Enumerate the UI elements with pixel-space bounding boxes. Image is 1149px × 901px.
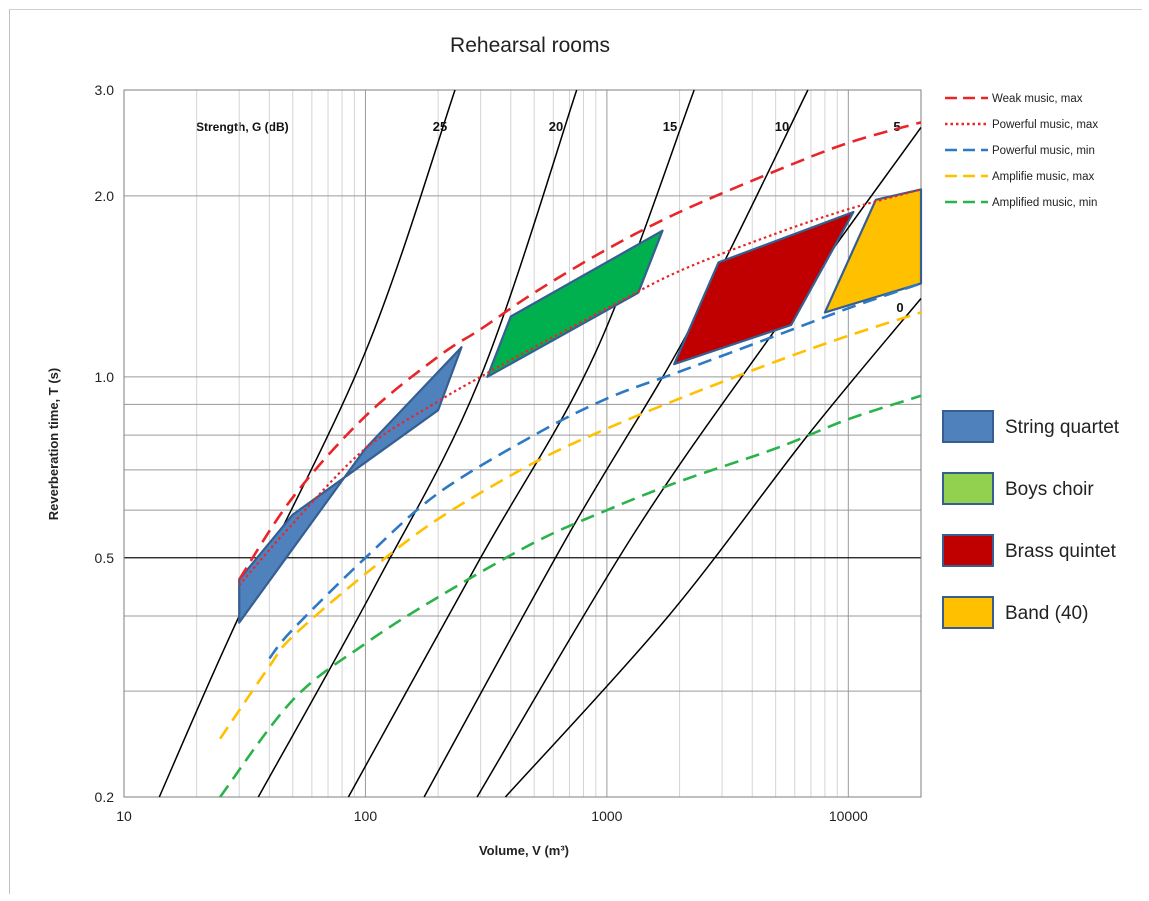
- series-amplifie-music-max: [219, 311, 922, 740]
- area-legend: String quartet Boys choir Brass quintet Ban…: [942, 410, 1120, 629]
- strength-label-20: 20: [549, 119, 563, 134]
- x-tick-label: 100: [354, 808, 378, 824]
- region-brass-quintet: [673, 210, 855, 366]
- strength-line-0: [504, 298, 922, 798]
- region-boys-choir: [486, 229, 664, 378]
- area-legend-label-brass-quintet: Brass quintet: [1005, 541, 1117, 562]
- legend-label-weak-music-max: Weak music, max: [992, 93, 1083, 105]
- series-layer: [219, 121, 922, 798]
- legend-label-amplifie-music-max: Amplifie music, max: [992, 171, 1094, 183]
- legend: Weak music, max Powerful music, max Powerf…: [945, 93, 1098, 209]
- area-legend-swatch-string-quartet: [942, 410, 994, 443]
- x-axis-label: Volume, V (m³): [479, 843, 569, 858]
- strength-label-10: 10: [775, 119, 789, 134]
- chart-title: Rehearsal rooms: [450, 34, 610, 57]
- strength-line-20: [257, 89, 578, 798]
- x-tick-label: 10: [116, 808, 132, 824]
- area-legend-label-string-quartet: String quartet: [1005, 417, 1120, 438]
- regions-layer: [238, 188, 923, 624]
- legend-label-powerful-music-min: Powerful music, min: [992, 145, 1095, 157]
- legend-label-amplified-music-min: Amplified music, min: [992, 197, 1097, 209]
- strength-label-15: 15: [663, 119, 677, 134]
- y-tick-label: 2.0: [95, 188, 115, 204]
- strength-title: Strength, G (dB): [196, 120, 289, 134]
- area-legend-swatch-brass-quintet: [942, 534, 994, 567]
- series-weak-music-max: [238, 121, 922, 581]
- region-string-quartet: [238, 346, 463, 624]
- y-tick-label: 1.0: [95, 369, 115, 385]
- series-powerful-music-max: [238, 188, 922, 587]
- strength-line-15: [347, 89, 695, 798]
- grid-layer: [123, 89, 922, 798]
- area-legend-swatch-boys-choir: [942, 472, 994, 505]
- strength-lines-layer: 25 20 15 10 5 0: [158, 89, 922, 798]
- strength-label-5: 5: [893, 119, 900, 134]
- strength-line-5: [476, 126, 922, 798]
- strength-line-10: [423, 89, 809, 798]
- y-axis-label: Reverberation time, T (s): [46, 368, 61, 520]
- area-legend-label-band-40: Band (40): [1005, 603, 1088, 624]
- legend-label-powerful-music-max: Powerful music, max: [992, 119, 1098, 131]
- area-legend-swatch-band-40: [942, 596, 994, 629]
- plot-area-border: [123, 89, 922, 798]
- tick-labels-layer: 10 100 1000 10000 0.2 0.5 1.0 2.0 3.0: [95, 82, 868, 824]
- strength-label-0: 0: [896, 300, 903, 315]
- chart-frame: [9, 9, 1142, 894]
- x-tick-label: 10000: [829, 808, 868, 824]
- strength-label-25: 25: [433, 119, 447, 134]
- y-tick-label: 3.0: [95, 82, 115, 98]
- region-band-40: [823, 188, 923, 314]
- y-tick-label: 0.2: [95, 789, 115, 805]
- area-legend-label-boys-choir: Boys choir: [1005, 479, 1094, 500]
- series-amplified-music-min: [219, 394, 922, 798]
- y-tick-label: 0.5: [95, 550, 115, 566]
- series-powerful-music-min: [268, 282, 922, 660]
- x-tick-label: 1000: [591, 808, 622, 824]
- strength-line-25: [158, 89, 456, 798]
